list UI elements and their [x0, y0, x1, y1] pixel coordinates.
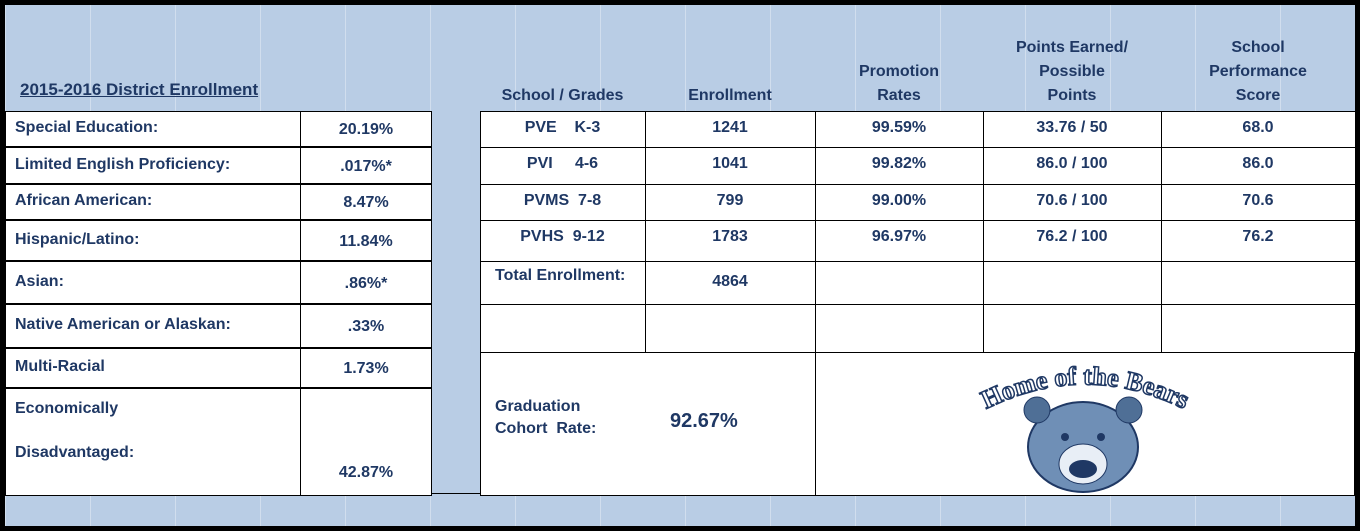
- graduation-box: [480, 352, 816, 496]
- cell-text: PVE K-3: [524, 119, 601, 136]
- column-header: School: [1231, 39, 1285, 56]
- table-cell: [645, 184, 816, 221]
- row-value: .86%*: [344, 274, 388, 292]
- cell-text: 76.2 / 100: [1036, 228, 1108, 245]
- row-value: .33%: [347, 318, 385, 335]
- cell-text: PVMS 7-8: [523, 192, 602, 209]
- section-title: 2015-2016 District Enrollment: [20, 80, 259, 99]
- logo: Home of the Bears: [976, 361, 1195, 493]
- table-cell: [1161, 261, 1356, 305]
- table-cell: [645, 147, 816, 185]
- cell-text: 799: [716, 192, 744, 209]
- table-cell: [815, 261, 984, 305]
- label-cell: [5, 220, 301, 261]
- column-header: Rates: [877, 87, 921, 104]
- graduation-value: 92.67%: [670, 410, 738, 432]
- label-cell: [5, 388, 301, 496]
- table-cell: [1161, 304, 1356, 353]
- cell-text: 1041: [712, 155, 748, 172]
- row-value: 8.47%: [343, 194, 389, 211]
- value-cell: [300, 304, 432, 348]
- row-label: Asian:: [15, 272, 64, 290]
- table-cell: [480, 111, 646, 148]
- row-value: 42.87%: [338, 464, 394, 481]
- label-cell: [5, 111, 301, 147]
- value-cell: [300, 348, 432, 388]
- column-header: School / Grades: [501, 87, 624, 104]
- table-cell: [983, 111, 1162, 148]
- cell-text: 33.76 / 50: [1036, 119, 1108, 136]
- label-cell: [5, 147, 301, 184]
- value-cell: [300, 261, 432, 304]
- table-cell: [480, 261, 646, 305]
- table-cell: [983, 184, 1162, 221]
- label-cell: [5, 304, 301, 348]
- cell-text: 68.0: [1242, 119, 1274, 136]
- cell-text: 70.6: [1242, 192, 1274, 209]
- bear-icon: [1023, 396, 1143, 493]
- cell-text: 86.0 / 100: [1036, 155, 1108, 172]
- row-value: .017%*: [340, 157, 392, 175]
- row-label: Limited English Proficiency:: [15, 155, 231, 173]
- row-label: Economically: [15, 400, 119, 417]
- row-label: Native American or Alaskan:: [15, 316, 231, 333]
- graduation-label: Cohort Rate:: [495, 420, 597, 437]
- total-value: 4864: [712, 273, 748, 290]
- column-header: Performance: [1209, 63, 1307, 80]
- table-cell: [1161, 111, 1356, 148]
- table-cell: [1161, 147, 1356, 185]
- row-label: Multi-Racial: [15, 358, 105, 375]
- cell-text: 99.82%: [871, 155, 927, 172]
- table-cell: [983, 261, 1162, 305]
- label-cell: [5, 184, 301, 220]
- row-label: Special Education:: [15, 119, 159, 136]
- row-value: 11.84%: [339, 232, 393, 250]
- cell-text: 86.0: [1242, 155, 1274, 172]
- cell-text: PVHS 9-12: [520, 228, 605, 245]
- cell-text: PVI 4-6: [526, 155, 599, 172]
- row-value: 20.19%: [338, 121, 394, 138]
- column-header: Points: [1047, 87, 1097, 104]
- cell-text: 99.59%: [871, 119, 927, 136]
- row-label: African American:: [15, 192, 153, 209]
- column-header: Enrollment: [688, 87, 772, 104]
- value-cell: [300, 388, 432, 496]
- value-cell: [300, 220, 432, 261]
- row-value: 1.73%: [343, 360, 389, 377]
- cell-text: 1241: [712, 119, 748, 136]
- value-cell: [300, 184, 432, 220]
- row-label: Hispanic/Latino:: [15, 230, 140, 248]
- total-label: Total Enrollment:: [495, 267, 626, 284]
- table-cell: [815, 304, 984, 353]
- graduation-label: Graduation: [495, 398, 581, 415]
- column-header: Score: [1235, 87, 1281, 104]
- cell-text: 99.00%: [871, 192, 927, 209]
- cell-text: 76.2: [1242, 228, 1274, 245]
- table-cell: [815, 111, 984, 148]
- column-header: Promotion: [859, 63, 939, 80]
- table-cell: [983, 220, 1162, 262]
- column-header: Possible: [1039, 63, 1105, 80]
- row-label: Disadvantaged:: [15, 444, 135, 461]
- table-cell: [983, 304, 1162, 353]
- value-cell: [300, 111, 432, 147]
- cell-text: 1783: [712, 228, 748, 245]
- value-cell: [300, 147, 432, 184]
- table-cell: [480, 304, 646, 353]
- cell-text: 70.6 / 100: [1036, 192, 1108, 209]
- cell-text: 96.97%: [871, 228, 927, 245]
- table-cell: [1161, 220, 1356, 262]
- label-cell: [5, 348, 301, 388]
- table-cell: [645, 304, 816, 353]
- column-header: Points Earned/: [1015, 39, 1129, 56]
